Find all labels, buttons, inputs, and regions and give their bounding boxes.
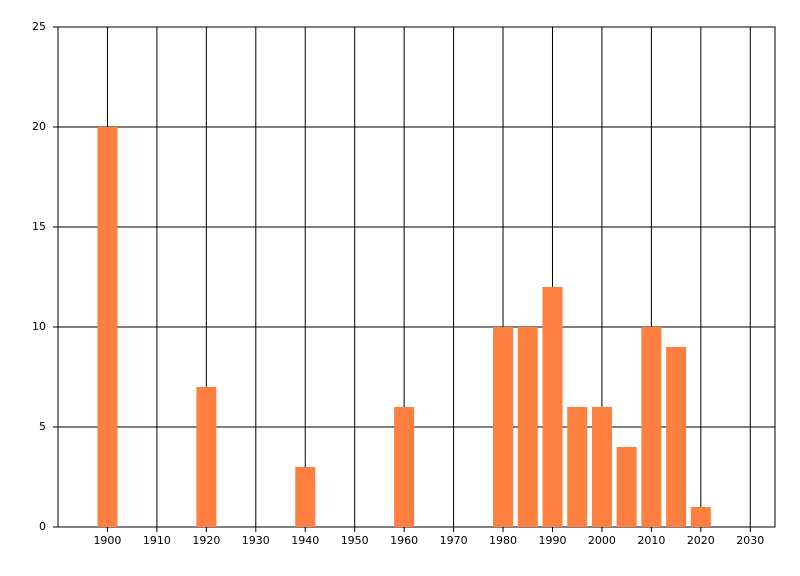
x-tick-label: 1950 [341,534,369,547]
x-tick-label: 2020 [687,534,715,547]
y-tick-label: 10 [32,320,46,333]
bar [493,327,514,527]
x-tick-label: 2030 [736,534,764,547]
x-tick-label: 1940 [291,534,319,547]
x-tick-label: 1990 [538,534,566,547]
bar [97,127,118,527]
x-tick-label: 1910 [143,534,171,547]
bar [394,407,415,527]
bar [295,467,316,527]
bar [196,387,217,527]
x-tick-label: 1960 [390,534,418,547]
bar [666,347,687,527]
x-tick-label: 2010 [637,534,665,547]
bar [690,507,711,527]
y-tick-label: 0 [39,520,46,533]
y-tick-label: 5 [39,420,46,433]
x-tick-label: 1920 [192,534,220,547]
bar [567,407,588,527]
x-tick-label: 1900 [93,534,121,547]
bar [517,327,538,527]
y-tick-label: 20 [32,120,46,133]
bar [616,447,637,527]
x-tick-label: 1980 [489,534,517,547]
y-tick-label: 25 [32,20,46,33]
x-tick-label: 1970 [440,534,468,547]
bar [542,287,563,527]
x-tick-label: 1930 [242,534,270,547]
x-tick-label: 2000 [588,534,616,547]
y-tick-label: 15 [32,220,46,233]
bar [641,327,662,527]
bar [591,407,612,527]
